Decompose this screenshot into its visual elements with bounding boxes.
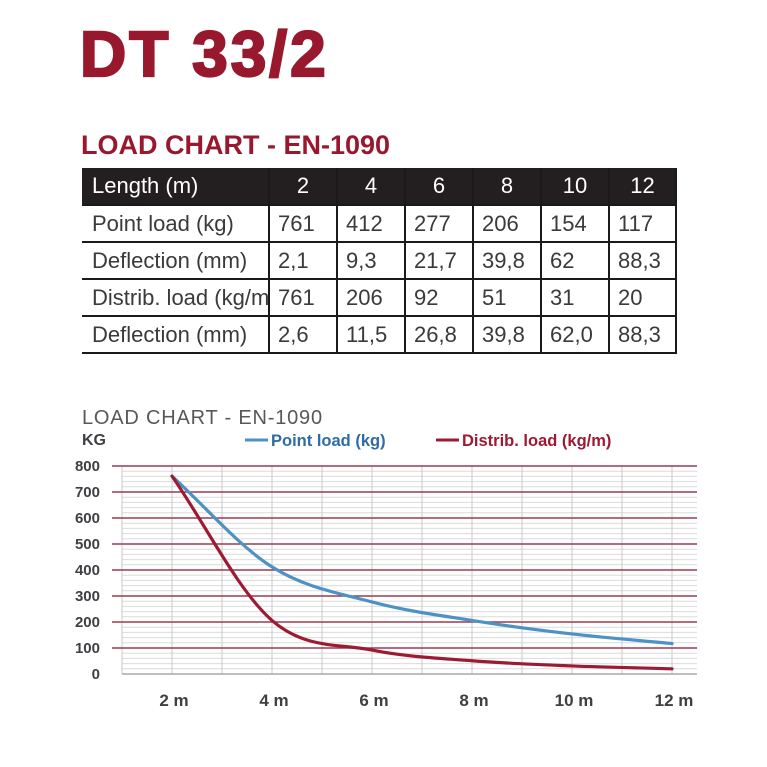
table-cell: 2,6	[268, 316, 337, 354]
table-cell: 31	[540, 279, 609, 317]
load-table: Length (m) 2 4 6 8 10 12 Point load (kg) 761 412 2…	[82, 168, 677, 354]
x-tick-label: 12 m	[655, 691, 694, 710]
table-row-label: Deflection (mm)	[82, 242, 269, 280]
table-cell: 62	[540, 242, 609, 280]
table-cell: 21,7	[404, 242, 473, 280]
table-cell: 11,5	[336, 316, 405, 354]
horizontal-major-gridlines	[112, 465, 697, 649]
section-title: LOAD CHART - EN-1090	[81, 130, 391, 160]
table-row: Distrib. load (kg/m) 761 206 92 51 31 20	[82, 279, 677, 317]
legend-label: Point load (kg)	[271, 432, 386, 450]
table-cell: 88,3	[608, 242, 677, 280]
table-cell: 206	[472, 205, 541, 243]
table-header-length: 12	[608, 168, 677, 206]
table-row: Deflection (mm) 2,6 11,5 26,8 39,8 62,0 88,3	[82, 316, 677, 354]
y-tick-label: 800	[75, 458, 100, 475]
series-line-point-load-kg	[170, 474, 674, 646]
y-tick-label: 700	[75, 484, 100, 501]
table-cell: 39,8	[472, 242, 541, 280]
table-header-length: 8	[472, 168, 541, 206]
table-cell: 39,8	[472, 316, 541, 354]
table-cell: 761	[268, 205, 337, 243]
chart-title: LOAD CHART - EN-1090	[82, 407, 323, 429]
table-cell: 9,3	[336, 242, 405, 280]
table-row-label: Deflection (mm)	[82, 316, 269, 354]
table-row-label: Point load (kg)	[82, 205, 269, 243]
x-tick-label: 10 m	[555, 691, 594, 710]
y-tick-label: 600	[75, 510, 100, 527]
legend-item-distrib-load-kg-m: Distrib. load (kg/m)	[436, 432, 611, 450]
y-tick-label: 100	[75, 640, 100, 657]
table-cell: 20	[608, 279, 677, 317]
table-row-label: Distrib. load (kg/m)	[82, 279, 269, 317]
y-tick-label: 200	[75, 614, 100, 631]
table-cell: 412	[336, 205, 405, 243]
table-header-length: 4	[336, 168, 405, 206]
table-header-label: Length (m)	[82, 168, 269, 206]
legend-item-point-load-kg: Point load (kg)	[245, 432, 386, 450]
y-axis-unit-label: KG	[82, 432, 106, 449]
table-header-length: 6	[404, 168, 473, 206]
table-header-length: 2	[268, 168, 337, 206]
legend-label: Distrib. load (kg/m)	[462, 432, 611, 450]
x-tick-label: 6 m	[359, 691, 388, 710]
y-tick-label: 300	[75, 588, 100, 605]
x-tick-label: 2 m	[159, 691, 188, 710]
table-header-length: 10	[540, 168, 609, 206]
table-row: Deflection (mm) 2,1 9,3 21,7 39,8 62 88,3	[82, 242, 677, 280]
page-title: DT 33/2	[79, 18, 329, 90]
series-line-distrib-load-kg-m	[170, 474, 674, 671]
table-cell: 62,0	[540, 316, 609, 354]
table-cell: 92	[404, 279, 473, 317]
x-tick-label: 8 m	[459, 691, 488, 710]
table-cell: 26,8	[404, 316, 473, 354]
y-tick-label: 0	[92, 666, 100, 683]
table-cell: 2,1	[268, 242, 337, 280]
y-axis-tick-labels: 0 100 200 300 400 500 600 700 800	[75, 458, 100, 683]
y-tick-label: 400	[75, 562, 100, 579]
y-tick-label: 500	[75, 536, 100, 553]
table-cell: 154	[540, 205, 609, 243]
table-cell: 277	[404, 205, 473, 243]
table-cell: 117	[608, 205, 677, 243]
table-cell: 206	[336, 279, 405, 317]
horizontal-minor-gridlines	[122, 470, 697, 670]
x-axis-tick-labels: 2 m 4 m 6 m 8 m 10 m 12 m	[159, 691, 693, 710]
table-header-row: Length (m) 2 4 6 8 10 12	[82, 168, 677, 206]
x-tick-label: 4 m	[259, 691, 288, 710]
table-cell: 761	[268, 279, 337, 317]
table-cell: 88,3	[608, 316, 677, 354]
chart-legend: Point load (kg) Distrib. load (kg/m)	[245, 432, 611, 450]
table-row: Point load (kg) 761 412 277 206 154 117	[82, 205, 677, 243]
table-cell: 51	[472, 279, 541, 317]
